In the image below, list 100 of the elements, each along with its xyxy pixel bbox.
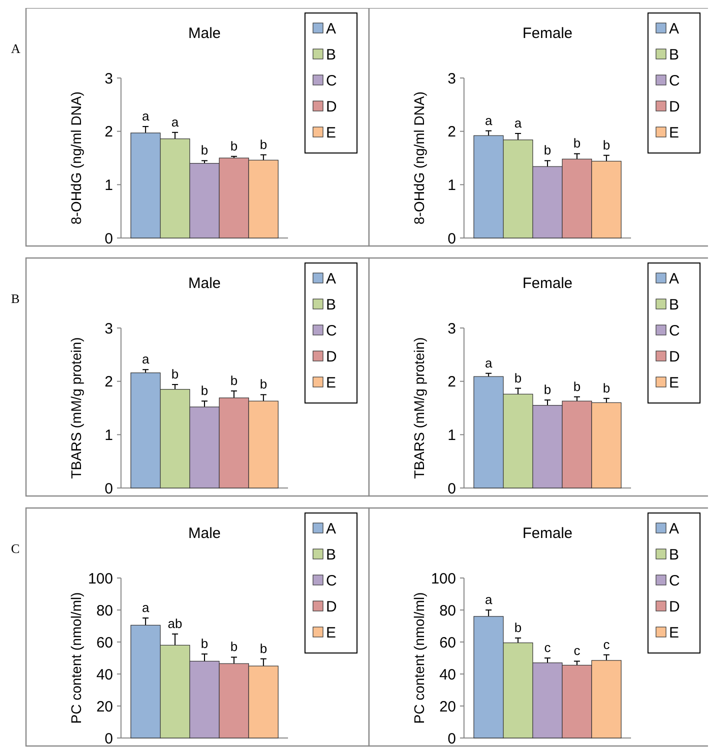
legend-label: C — [669, 72, 680, 90]
legend-label: B — [669, 46, 680, 64]
legend-label: E — [326, 124, 336, 142]
data-label: b — [200, 636, 208, 651]
legend-label: A — [326, 520, 336, 538]
y-tick-label: 2 — [448, 374, 456, 391]
data-label: c — [544, 640, 552, 655]
data-label: a — [484, 112, 493, 128]
text: C — [11, 541, 20, 556]
legend-label: A — [326, 20, 336, 38]
data-label: a — [484, 592, 493, 607]
data-label: b — [602, 380, 610, 396]
data-label: a — [484, 355, 493, 370]
data-label: c — [603, 636, 610, 652]
y-axis-title: PC content (nmol/ml) — [68, 592, 84, 724]
chart-title: Female — [522, 25, 573, 42]
legend-label: A — [669, 20, 680, 38]
data-label: a — [142, 352, 150, 367]
y-axis-title: PC content (nmol/ml) — [411, 592, 427, 724]
data-label: b — [200, 383, 208, 398]
text: B — [11, 291, 20, 306]
chart-title: Male — [188, 525, 221, 542]
legend-label: D — [326, 598, 337, 616]
legend-label: D — [326, 98, 337, 116]
y-tick-label: 40 — [96, 666, 113, 684]
data-label: a — [142, 108, 150, 124]
y-tick-label: 20 — [439, 698, 456, 716]
y-tick-label: 2 — [104, 124, 113, 141]
legend-label: B — [326, 296, 336, 314]
data-label: a — [171, 114, 180, 130]
data-label: b — [573, 378, 581, 394]
y-tick-label: 3 — [104, 70, 113, 88]
legend-label: E — [669, 124, 680, 142]
y-tick-label: 80 — [96, 602, 113, 620]
y-axis-title: 8-OHdG (ng/ml DNA) — [411, 91, 427, 225]
text: A — [11, 41, 21, 56]
y-tick-label: 1 — [448, 176, 456, 194]
data-label: b — [171, 366, 179, 382]
legend-label: A — [326, 270, 336, 288]
data-label: b — [260, 640, 268, 656]
data-label: b — [544, 382, 552, 397]
y-axis-title: 8-OHdG (ng/ml DNA) — [68, 91, 84, 225]
y-tick-label: 2 — [448, 124, 456, 141]
y-tick-label: 100 — [430, 570, 456, 588]
y-tick-label: 3 — [104, 320, 113, 338]
legend-label: A — [669, 270, 680, 288]
legend-label: E — [326, 624, 336, 642]
y-tick-label: 80 — [439, 602, 456, 620]
legend-label: C — [669, 322, 680, 340]
legend-label: D — [669, 98, 680, 116]
y-tick-label: 60 — [96, 634, 113, 652]
y-tick-label: 1 — [104, 426, 113, 444]
y-tick-label: 3 — [448, 320, 456, 338]
data-label: b — [200, 142, 208, 158]
legend-label: B — [326, 46, 336, 64]
legend-label: C — [669, 572, 680, 590]
y-tick-label: 60 — [439, 634, 456, 652]
data-label: b — [230, 372, 238, 388]
data-label: ab — [168, 616, 182, 631]
data-label: b — [260, 136, 268, 152]
y-tick-label: 40 — [439, 666, 456, 684]
legend-label: C — [326, 322, 337, 340]
data-label: b — [544, 142, 552, 158]
legend-label: C — [326, 72, 337, 90]
data-label: b — [602, 137, 610, 152]
chart-title: Male — [188, 275, 221, 292]
data-label: b — [230, 138, 238, 154]
legend-label: D — [326, 348, 337, 366]
data-label: a — [142, 600, 150, 615]
data-label: b — [230, 639, 238, 654]
data-label: b — [514, 620, 522, 635]
data-label: c — [574, 643, 581, 658]
legend-label: D — [669, 598, 680, 616]
legend-label: B — [669, 296, 680, 314]
legend-label: E — [669, 374, 680, 392]
legend-label: E — [669, 624, 680, 642]
y-tick-label: 100 — [88, 570, 113, 588]
y-tick-label: 3 — [448, 70, 456, 88]
chart-title: Female — [522, 525, 573, 542]
legend-label: B — [326, 546, 336, 564]
legend-label: C — [326, 572, 337, 590]
y-tick-label: 0 — [448, 480, 456, 498]
legend-label: B — [669, 546, 680, 564]
legend-label: D — [669, 348, 680, 366]
y-tick-label: 0 — [448, 230, 456, 248]
legend-label: E — [326, 374, 336, 392]
chart-title: Female — [522, 275, 573, 292]
y-tick-label: 20 — [96, 698, 113, 716]
y-tick-label: 1 — [448, 426, 456, 444]
data-label: b — [514, 370, 522, 386]
y-axis-title: TBARS (mM/g protein) — [411, 337, 427, 479]
data-label: a — [514, 115, 522, 130]
legend-label: A — [669, 520, 680, 538]
y-tick-label: 0 — [104, 480, 113, 498]
y-tick-label: 0 — [448, 730, 456, 748]
y-axis-title: TBARS (mM/g protein) — [68, 337, 84, 479]
chart-title: Male — [188, 25, 221, 42]
y-tick-label: 0 — [104, 230, 113, 248]
y-tick-label: 1 — [104, 176, 113, 194]
data-label: b — [573, 136, 581, 151]
